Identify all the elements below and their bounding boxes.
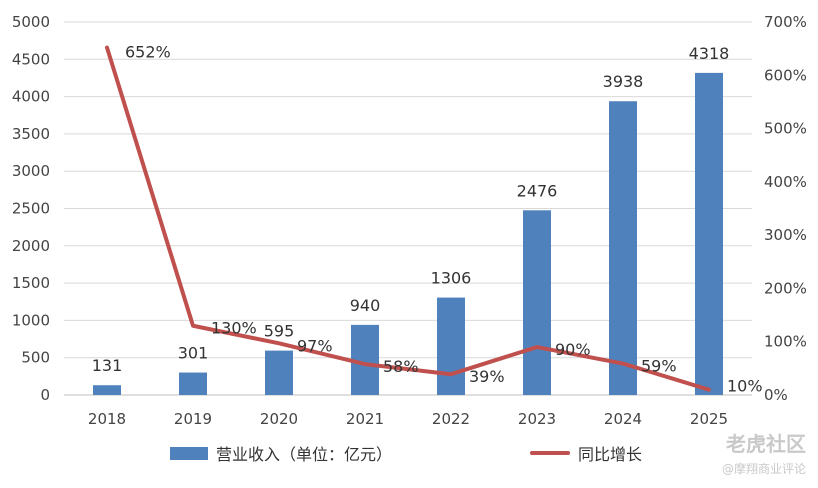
bar-value-label: 3938 [603,72,644,91]
y2-tick-label: 600% [764,66,807,84]
bar-revenue [265,350,293,395]
line-value-label: 652% [125,43,171,62]
bar-value-label: 301 [178,344,209,363]
line-value-label: 130% [211,319,257,338]
right-axis: 0% 100% 200% 300% 400% 500% 600% 700% [764,13,807,404]
y2-tick-label: 400% [764,173,807,191]
data-labels: 131 301 595 940 1306 2476 3938 4318 652% 130% 97% 5… [92,43,763,396]
x-tick-label: 2018 [88,410,126,428]
legend-swatch-revenue [170,446,208,460]
bar-value-label: 2476 [517,181,558,200]
y-tick-label: 2000 [12,237,50,255]
x-tick-label: 2025 [690,410,728,428]
left-axis: 0 500 1000 1500 2000 2500 3000 3500 4000 4500 5000 [12,13,50,404]
y-tick-label: 3500 [12,125,50,143]
legend-label-growth: 同比增长 [578,445,643,464]
line-value-label: 58% [383,357,419,376]
y-tick-label: 3000 [12,162,50,180]
y-tick-label: 4500 [12,50,50,68]
bar-value-label: 1306 [431,269,472,288]
line-value-label: 10% [727,377,763,396]
bar-value-label: 131 [92,356,123,375]
bar-value-label: 940 [350,296,381,315]
y2-tick-label: 200% [764,279,807,297]
y2-tick-label: 700% [764,13,807,31]
y-tick-label: 1500 [12,274,50,292]
line-value-label: 97% [297,336,333,355]
legend-item-growth: 同比增长 [530,441,642,465]
x-tick-label: 2021 [346,410,384,428]
x-axis: 2018 2019 2020 2021 2022 2023 2024 2025 [88,410,728,428]
watermark-logo: 老虎社区 [726,432,806,456]
legend-swatch-growth [530,451,570,455]
y-tick-label: 5000 [12,13,50,31]
revenue-bars [93,72,723,396]
y2-tick-label: 500% [764,120,807,138]
y2-tick-label: 100% [764,333,807,351]
legend-item-revenue: 营业收入（单位：亿元） [170,441,392,465]
legend-label-revenue: 营业收入（单位：亿元） [216,445,393,464]
x-tick-label: 2020 [260,410,298,428]
line-value-label: 59% [641,357,677,376]
y2-tick-label: 300% [764,226,807,244]
x-tick-label: 2022 [432,410,470,428]
watermark-handle: @摩翔商业评论 [721,462,806,476]
line-growth [105,45,711,392]
bar-revenue [179,372,207,395]
x-tick-label: 2024 [604,410,642,428]
bar-value-label: 595 [264,322,295,341]
growth-line [105,45,711,392]
bar-value-label: 4318 [689,44,730,63]
bar-revenue [609,101,637,396]
x-tick-label: 2019 [174,410,212,428]
line-value-label: 90% [555,340,591,359]
y-tick-label: 4000 [12,88,50,106]
bar-revenue [523,210,551,395]
bar-revenue [93,385,121,395]
y-tick-label: 2500 [12,200,50,218]
x-tick-label: 2023 [518,410,556,428]
y2-tick-label: 0% [764,386,788,404]
y-tick-label: 0 [40,386,50,404]
y-tick-label: 500 [21,349,50,367]
y-tick-label: 1000 [12,311,50,329]
gridlines [64,21,752,396]
bar-revenue [695,72,723,395]
bar-revenue [437,297,465,395]
line-value-label: 39% [469,367,505,386]
